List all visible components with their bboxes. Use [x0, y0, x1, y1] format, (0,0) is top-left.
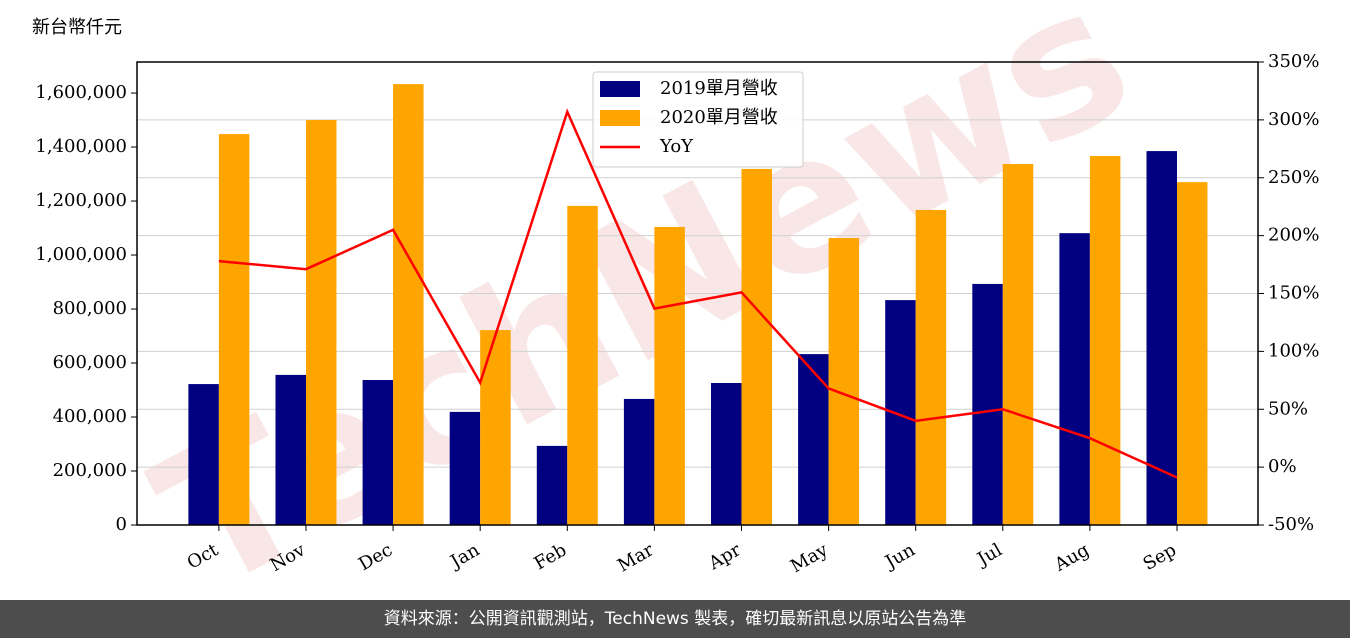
- y2-tick-label: 350%: [1268, 51, 1319, 72]
- bar: [1002, 164, 1034, 525]
- y2-tick-label: -50%: [1268, 514, 1314, 535]
- legend-swatch: [600, 110, 640, 126]
- bar: [885, 300, 916, 525]
- bar: [711, 382, 742, 525]
- y2-tick-label: 0%: [1268, 456, 1297, 477]
- bar: [654, 226, 685, 525]
- bar: [623, 398, 655, 525]
- legend: 2019單月營收 2020單月營收 YoY: [592, 71, 804, 168]
- bar: [275, 374, 306, 525]
- y-tick-label: 600,000: [53, 352, 127, 373]
- x-tick-label: Jun: [880, 539, 919, 574]
- legend-label: 2020單月營收: [660, 107, 778, 128]
- x-tick-label: Mar: [614, 539, 658, 576]
- legend-label: YoY: [659, 136, 694, 157]
- bar: [741, 168, 772, 525]
- x-tick-label: Aug: [1050, 539, 1093, 576]
- y2-tick-label: 100%: [1268, 340, 1319, 361]
- bar: [828, 238, 860, 525]
- y2-tick-label: 200%: [1268, 225, 1319, 246]
- bar: [972, 283, 1003, 525]
- y-tick-label: 0: [116, 514, 127, 535]
- y2-tick-label: 150%: [1268, 283, 1319, 304]
- chart: 新台幣仟元 TechNews0200,000400,000600,000800,…: [32, 0, 1319, 634]
- bar: [188, 384, 219, 525]
- legend-label: 2019單月營收: [660, 78, 778, 99]
- bar: [915, 209, 947, 525]
- bar: [393, 84, 424, 526]
- bar: [1176, 182, 1208, 525]
- bar: [449, 411, 481, 525]
- x-tick-label: Feb: [531, 539, 571, 574]
- x-tick-label: Sep: [1140, 539, 1180, 574]
- x-tick-label: May: [787, 539, 832, 577]
- y-tick-label: 1,200,000: [35, 190, 127, 211]
- y-tick-label: 200,000: [53, 460, 127, 481]
- bar: [798, 354, 829, 525]
- bar: [305, 120, 337, 525]
- bar: [362, 380, 394, 525]
- bar: [567, 205, 598, 525]
- x-tick-label: Jul: [972, 539, 1006, 571]
- x-tick-label: Jan: [445, 539, 483, 573]
- plot-frame: [136, 61, 1259, 526]
- bar: [480, 330, 511, 525]
- y-tick-label: 400,000: [53, 406, 127, 427]
- unit-label: 新台幣仟元: [32, 17, 122, 38]
- legend-box: [592, 71, 804, 168]
- x-tick-label: Apr: [704, 539, 744, 574]
- y-tick-label: 1,600,000: [35, 82, 127, 103]
- y-tick-label: 1,400,000: [35, 136, 127, 157]
- y2-tick-label: 250%: [1268, 167, 1319, 188]
- footer: 資料來源：公開資訊觀測站，TechNews 製表，確切最新訊息以原站公告為準: [0, 600, 1350, 638]
- legend-swatch: [600, 81, 640, 97]
- line: [218, 108, 1178, 479]
- bar: [218, 134, 250, 525]
- bar: [1059, 233, 1090, 526]
- y-tick-label: 1,000,000: [35, 244, 127, 265]
- y2-tick-label: 300%: [1268, 109, 1319, 130]
- y2-tick-label: 50%: [1268, 398, 1308, 419]
- bar: [536, 445, 568, 525]
- y-tick-label: 800,000: [53, 298, 127, 319]
- bar: [1089, 155, 1121, 525]
- bar: [1146, 151, 1177, 525]
